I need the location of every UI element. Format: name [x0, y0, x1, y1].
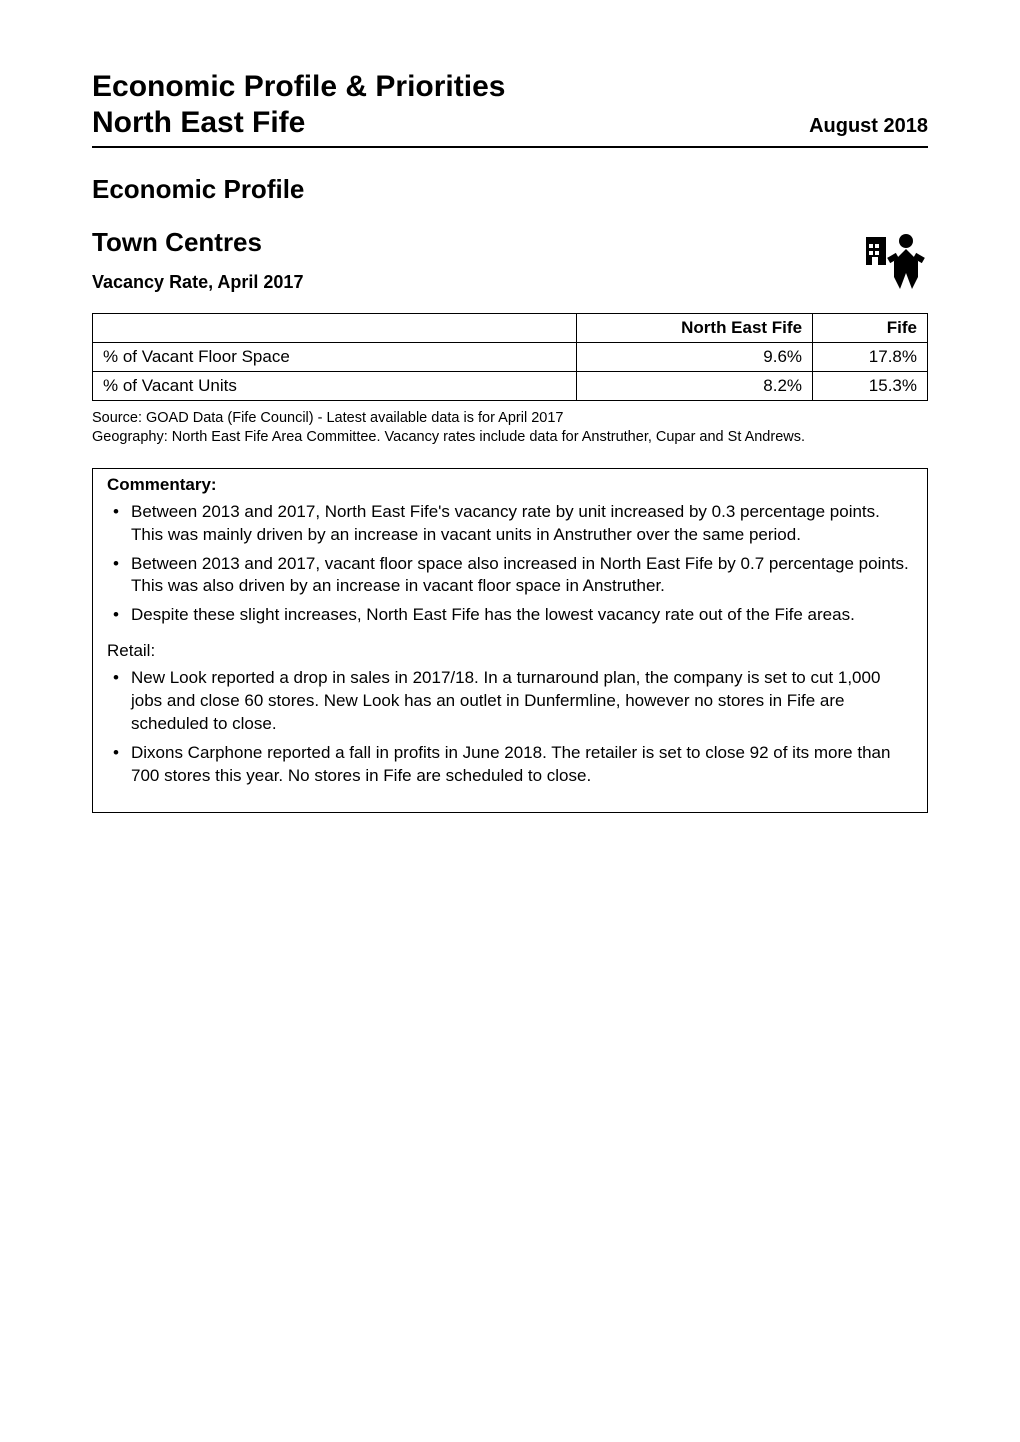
retail-bullets: New Look reported a drop in sales in 201…	[107, 667, 913, 788]
bullet-item: Between 2013 and 2017, vacant floor spac…	[107, 553, 913, 599]
section-heading-town-centres: Town Centres	[92, 227, 303, 258]
table-row: % of Vacant Floor Space 9.6% 17.8%	[93, 342, 928, 371]
commentary-bullets: Between 2013 and 2017, North East Fife's…	[107, 501, 913, 628]
col-header-fife: Fife	[813, 313, 928, 342]
title-rule	[92, 146, 928, 148]
col-header-nef: North East Fife	[577, 313, 813, 342]
retail-label: Retail:	[107, 641, 913, 661]
commentary-title: Commentary:	[107, 475, 913, 495]
source-line-2: Geography: North East Fife Area Committe…	[92, 428, 928, 448]
row-label: % of Vacant Floor Space	[93, 342, 577, 371]
document-page: Economic Profile & Priorities North East…	[0, 0, 1020, 1442]
commentary-box: Commentary: Between 2013 and 2017, North…	[92, 468, 928, 813]
table-row: % of Vacant Units 8.2% 15.3%	[93, 371, 928, 400]
row-val-fife: 17.8%	[813, 342, 928, 371]
town-centres-row: Town Centres Vacancy Rate, April 2017	[92, 227, 928, 305]
town-centre-icon	[864, 227, 928, 291]
bullet-item: New Look reported a drop in sales in 201…	[107, 667, 913, 736]
bullet-item: Despite these slight increases, North Ea…	[107, 604, 913, 627]
vacancy-rate-table: North East Fife Fife % of Vacant Floor S…	[92, 313, 928, 401]
row-val-nef: 8.2%	[577, 371, 813, 400]
section-heading-economic-profile: Economic Profile	[92, 174, 928, 205]
bullet-item: Between 2013 and 2017, North East Fife's…	[107, 501, 913, 547]
source-note: Source: GOAD Data (Fife Council) - Lates…	[92, 409, 928, 448]
row-label: % of Vacant Units	[93, 371, 577, 400]
title-block: Economic Profile & Priorities North East…	[92, 68, 928, 140]
row-val-fife: 15.3%	[813, 371, 928, 400]
col-header-blank	[93, 313, 577, 342]
table-header-row: North East Fife Fife	[93, 313, 928, 342]
source-line-1: Source: GOAD Data (Fife Council) - Lates…	[92, 409, 928, 429]
subtitle-row: North East Fife August 2018	[92, 106, 928, 140]
document-title: Economic Profile & Priorities	[92, 68, 928, 106]
document-date: August 2018	[809, 115, 928, 138]
row-val-nef: 9.6%	[577, 342, 813, 371]
document-subtitle: North East Fife	[92, 106, 305, 140]
bullet-item: Dixons Carphone reported a fall in profi…	[107, 742, 913, 788]
vacancy-rate-heading: Vacancy Rate, April 2017	[92, 272, 303, 293]
